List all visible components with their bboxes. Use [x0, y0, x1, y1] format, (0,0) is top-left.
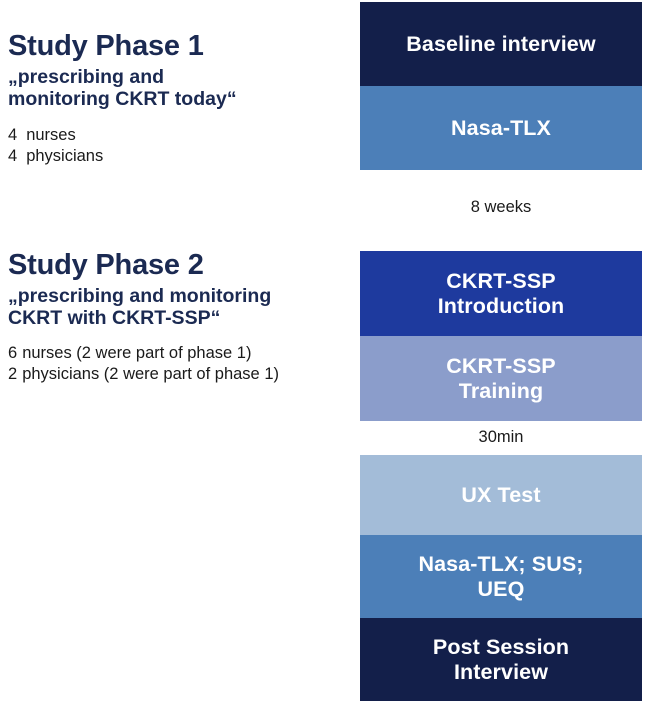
- step-ckrt-ssp-training[interactable]: CKRT-SSP Training: [360, 336, 642, 421]
- phase-2-participants: 6 nurses (2 were part of phase 1) 2 physic…: [8, 343, 352, 385]
- step-label-line-1: CKRT-SSP: [446, 354, 556, 378]
- phase-1-title: Study Phase 1: [8, 30, 204, 62]
- participant-role: nurses (2 were part of phase 1): [22, 344, 252, 363]
- participant-row: 4 nurses: [8, 125, 352, 146]
- interval-30min: 30min: [478, 428, 524, 446]
- step-label-line-2: Interview: [453, 659, 549, 684]
- participant-count: 4: [8, 126, 18, 145]
- phase-1-participants: 4 nurses 4 physicians: [8, 125, 352, 167]
- step-ckrt-ssp-introduction[interactable]: CKRT-SSP Introduction: [360, 251, 642, 336]
- step-label: Baseline interview: [406, 31, 596, 56]
- step-label-line-2: Introduction: [437, 293, 565, 318]
- step-questionnaires[interactable]: Nasa-TLX; SUS; UEQ: [360, 535, 642, 618]
- phase-2-title: Study Phase 2: [8, 249, 204, 281]
- step-nasa-tlx[interactable]: Nasa-TLX: [360, 86, 642, 170]
- participant-role: physicians: [26, 147, 104, 166]
- phase-1-quote-line-2: monitoring CKRT today“: [8, 87, 237, 110]
- step-label: Nasa-TLX: [451, 115, 551, 140]
- participant-row: 6 nurses (2 were part of phase 1): [8, 343, 352, 364]
- step-label: UX Test: [461, 482, 541, 507]
- phase-1-text-block: Study Phase 1 „prescribing and monitorin…: [8, 30, 352, 167]
- participant-role: physicians (2 were part of phase 1): [22, 365, 279, 384]
- participant-count: 4: [8, 147, 18, 166]
- phase-2-text-block: Study Phase 2 „prescribing and monitorin…: [8, 249, 352, 385]
- participant-count: 2: [8, 365, 18, 384]
- step-label-line-1: Nasa-TLX; SUS;: [418, 552, 584, 576]
- phase-1-step-group: Baseline interview Nasa-TLX: [360, 2, 642, 170]
- phase-2-session-group: UX Test Nasa-TLX; SUS; UEQ Post Session …: [360, 455, 642, 701]
- step-label-line-2: Training: [458, 378, 544, 403]
- step-ux-test[interactable]: UX Test: [360, 455, 642, 535]
- step-label-line-2: UEQ: [477, 576, 525, 601]
- step-label-line-1: Post Session: [432, 635, 570, 659]
- interval-8-weeks: 8 weeks: [470, 198, 532, 216]
- phase-2-quote-line-2: CKRT with CKRT-SSP“: [8, 306, 221, 329]
- phase-1-quote-line-1: „prescribing and: [8, 65, 165, 88]
- phase-2-intro-group: CKRT-SSP Introduction CKRT-SSP Training: [360, 251, 642, 421]
- participant-row: 4 physicians: [8, 146, 352, 167]
- participant-role: nurses: [26, 126, 76, 145]
- phase-2-quote-line-1: „prescribing and monitoring: [8, 284, 272, 307]
- step-label-line-1: CKRT-SSP: [446, 269, 556, 293]
- phase-2-quote: „prescribing and monitoring CKRT with CK…: [8, 285, 352, 329]
- step-baseline-interview[interactable]: Baseline interview: [360, 2, 642, 86]
- participant-row: 2 physicians (2 were part of phase 1): [8, 364, 352, 385]
- phase-1-quote: „prescribing and monitoring CKRT today“: [8, 66, 352, 110]
- step-post-session-interview[interactable]: Post Session Interview: [360, 618, 642, 701]
- participant-count: 6: [8, 344, 18, 363]
